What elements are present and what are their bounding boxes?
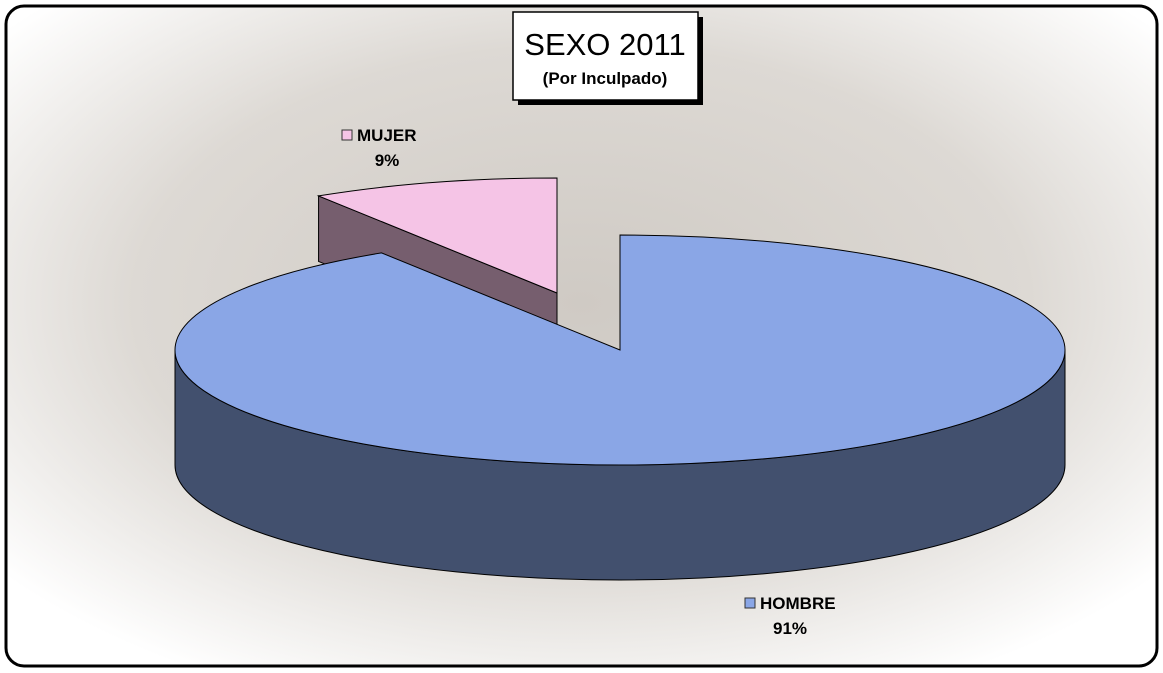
chart-title: SEXO 2011 bbox=[524, 27, 685, 62]
value-label: 91% bbox=[773, 619, 807, 638]
category-label: HOMBRE bbox=[760, 594, 836, 613]
value-label: 9% bbox=[375, 151, 400, 170]
pie bbox=[174, 177, 1066, 581]
legend-key bbox=[744, 597, 756, 609]
slice bbox=[174, 234, 1066, 466]
labels: MUJER 9% HOMBRE 91% bbox=[341, 126, 836, 638]
category-label: MUJER bbox=[357, 126, 417, 145]
legend-key bbox=[341, 129, 353, 141]
slice bbox=[316, 177, 558, 294]
chart-subtitle: (Por Inculpado) bbox=[543, 69, 668, 88]
title-box bbox=[512, 11, 699, 101]
